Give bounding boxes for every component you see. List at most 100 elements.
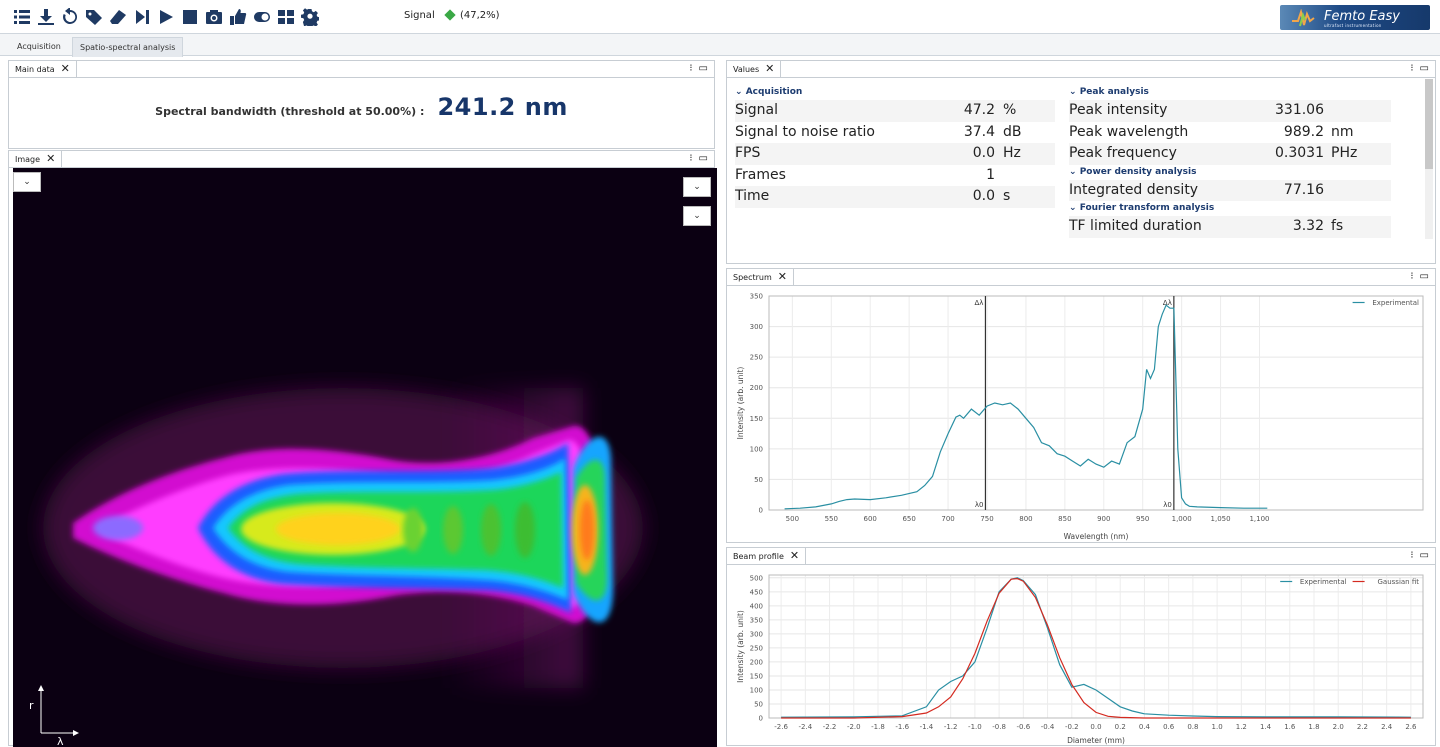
brand-subtitle: ultrafast instrumentation <box>1324 23 1382 28</box>
close-icon[interactable]: ✕ <box>60 62 70 75</box>
close-icon[interactable]: ✕ <box>777 270 787 283</box>
spectrum-chart[interactable]: 0 50 100 150 200 250 300 350 500 550 600 650 700 750 8… <box>727 286 1435 542</box>
stop-icon[interactable] <box>178 7 202 27</box>
panel-menu-icon[interactable]: ⁝ <box>689 63 693 74</box>
x-tick-label: 1.4 <box>1260 723 1272 731</box>
scale-dropdown[interactable]: ⌄ <box>683 206 711 226</box>
value-row: Signal 47.2% <box>735 100 1055 122</box>
panel-header: Spectrum ✕ ⁝ ▭ <box>727 269 1435 286</box>
contrast-icon[interactable] <box>250 7 274 27</box>
x-tick-label: -1.0 <box>968 723 982 731</box>
x-tick-label: -1.2 <box>944 723 958 731</box>
value-row: Signal to noise ratio 37.4 dB <box>735 122 1055 144</box>
reset-icon[interactable] <box>58 7 82 27</box>
values-panel: Values ✕ ⁝ ▭ ⌄ Acquisition Signal 47.2% Sig… <box>726 60 1436 264</box>
value-name: Time <box>735 188 770 204</box>
camera-icon[interactable] <box>202 7 226 27</box>
value-row: Peak intensity 331.06 <box>1069 100 1391 122</box>
value-name: Signal <box>735 102 779 118</box>
gear-icon[interactable] <box>298 7 322 27</box>
maximize-icon[interactable]: ▭ <box>698 63 708 74</box>
y-tick-label: 400 <box>750 602 763 610</box>
chevron-down-icon[interactable]: ⌄ <box>1069 203 1080 213</box>
brand-name: Femto Easy <box>1324 9 1400 24</box>
marker-bottom-label: λ0 <box>1163 501 1172 509</box>
axis-r-label: r <box>29 699 34 712</box>
tab-spatio-spectral-analysis[interactable]: Spatio-spectral analysis <box>72 37 184 57</box>
series-line <box>784 304 1268 510</box>
y-axis-label: Intensity (arb. unit) <box>736 610 745 683</box>
value-row: FPS 0.0 Hz <box>735 143 1055 165</box>
x-tick-label: -2.4 <box>798 723 812 731</box>
chevron-down-icon[interactable]: ⌄ <box>1069 87 1080 97</box>
spectrum-panel: Spectrum ✕ ⁝ ▭ 0 50 100 150 200 250 300 350 500 550… <box>726 268 1436 543</box>
maximize-icon[interactable]: ▭ <box>1419 271 1429 282</box>
values-tab[interactable]: Values ✕ <box>727 61 782 77</box>
tab-acquisition[interactable]: Acquisition <box>17 42 61 51</box>
tab-label: Image <box>15 155 41 164</box>
y-tick-label: 150 <box>750 672 763 680</box>
y-tick-label: 250 <box>750 354 763 362</box>
panel-menu-icon[interactable]: ⁝ <box>1410 550 1414 561</box>
maximize-icon[interactable]: ▭ <box>1419 63 1429 74</box>
maximize-icon[interactable]: ▭ <box>698 153 708 164</box>
value-number: 0.3031 <box>1275 145 1324 161</box>
main-toolbar: Signal (47,2%) Femto Easy ultrafast inst… <box>0 0 1440 34</box>
beam-profile-tab[interactable]: Beam profile ✕ <box>727 548 807 564</box>
close-icon[interactable]: ✕ <box>789 549 800 562</box>
close-icon[interactable]: ✕ <box>46 152 56 165</box>
grid-icon[interactable] <box>274 7 298 27</box>
thumbs-up-icon[interactable] <box>226 7 250 27</box>
download-icon[interactable] <box>34 7 58 27</box>
value-unit: s <box>1003 188 1011 204</box>
x-tick-label: 700 <box>941 515 954 523</box>
x-axis-label: Wavelength (nm) <box>1064 532 1129 541</box>
tab-label: Beam profile <box>733 552 784 561</box>
section-header: ⌄ Fourier transform analysis <box>1069 201 1391 216</box>
chevron-down-icon: ⌄ <box>693 211 701 221</box>
x-tick-label: 2.0 <box>1333 723 1344 731</box>
x-tick-label: -1.6 <box>895 723 909 731</box>
panel-menu-icon[interactable]: ⁝ <box>1410 63 1414 74</box>
value-name: Integrated density <box>1069 181 1199 198</box>
section-title: Fourier transform analysis <box>1079 203 1215 213</box>
beam-profile-chart[interactable]: 0 50 100 150 200 250 300 350 400 450 500 -2.6 -2.4 -2… <box>727 565 1435 746</box>
y-tick-label: 450 <box>750 588 763 596</box>
tag-icon[interactable] <box>82 7 106 27</box>
bandwidth-label: Spectral bandwidth (threshold at 50.00%)… <box>155 105 425 118</box>
value-row: Peak wavelength 989.2 nm <box>1069 122 1391 144</box>
x-axis-label: Diameter (mm) <box>1067 736 1125 745</box>
spatio-spectral-image[interactable]: ⌄ ⌄ ⌄ r λ <box>13 168 717 747</box>
list-icon[interactable] <box>10 7 34 27</box>
panel-header: Main data ✕ ⁝ ▭ <box>9 61 714 78</box>
play-icon[interactable] <box>154 7 178 27</box>
close-icon[interactable]: ✕ <box>765 62 775 75</box>
step-forward-icon[interactable] <box>130 7 154 27</box>
value-name: Signal to noise ratio <box>735 123 875 140</box>
image-options-dropdown[interactable]: ⌄ <box>13 172 41 192</box>
colormap-dropdown[interactable]: ⌄ <box>683 177 711 197</box>
chevron-down-icon[interactable]: ⌄ <box>735 87 746 97</box>
spectrum-tab[interactable]: Spectrum ✕ <box>727 269 794 285</box>
x-tick-label: -2.0 <box>847 723 861 731</box>
panel-menu-icon[interactable]: ⁝ <box>1410 271 1414 282</box>
main-data-tab[interactable]: Main data ✕ <box>9 61 77 77</box>
beam-profile-panel: Beam profile ✕ ⁝ ▭ 0 50 100 150 200 250 300 350 40… <box>726 547 1436 746</box>
values-scrollbar-thumb[interactable] <box>1425 79 1433 169</box>
value-name: Peak frequency <box>1069 145 1177 161</box>
image-tab[interactable]: Image ✕ <box>9 151 63 167</box>
eraser-icon[interactable] <box>106 7 130 27</box>
panel-header: Beam profile ✕ ⁝ ▭ <box>727 548 1435 565</box>
value-name: FPS <box>735 145 761 161</box>
panel-menu-icon[interactable]: ⁝ <box>689 153 693 164</box>
analysis-section: ⌄ Peak analysis Peak intensity 331.06 Pea… <box>1069 85 1391 238</box>
tab-label: Spectrum <box>733 273 772 282</box>
maximize-icon[interactable]: ▭ <box>1419 550 1429 561</box>
y-tick-label: 300 <box>750 630 763 638</box>
x-tick-label: 650 <box>902 515 915 523</box>
value-number: 989.2 <box>1283 123 1324 140</box>
panel-controls: ⁝ ▭ <box>1404 61 1429 77</box>
beam-heatmap <box>13 168 717 747</box>
chevron-down-icon[interactable]: ⌄ <box>1069 166 1080 177</box>
panel-controls: ⁝ ▭ <box>683 151 708 167</box>
